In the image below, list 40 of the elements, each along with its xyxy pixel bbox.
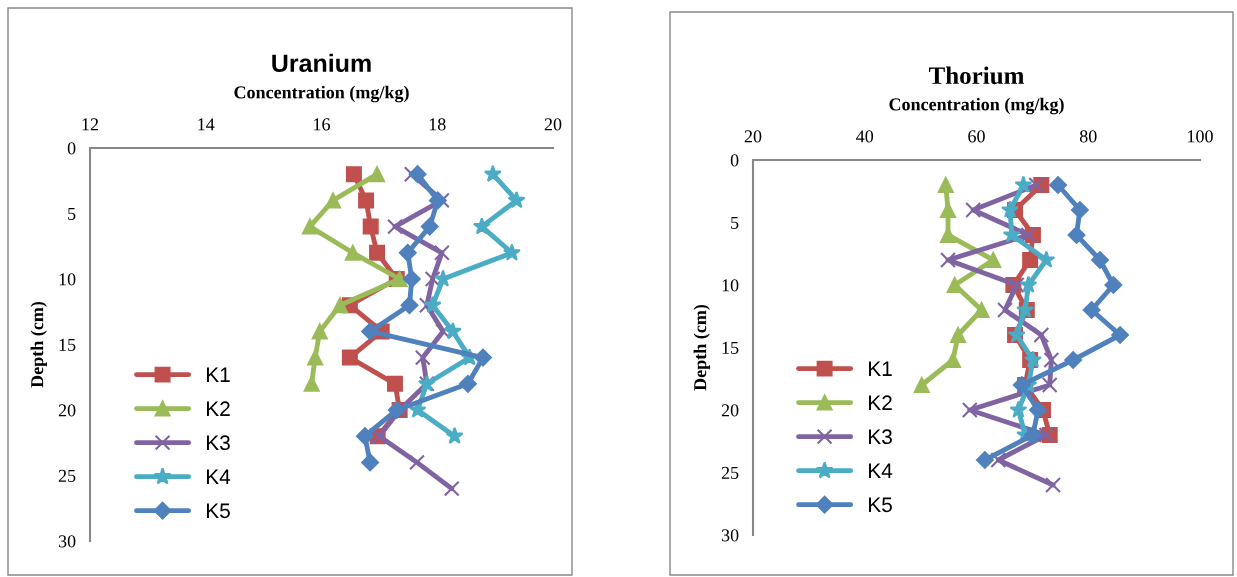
legend-label: K5 [206, 503, 230, 519]
legend-label: K1 [869, 361, 892, 376]
legend-label: K4 [206, 469, 231, 484]
x-tick-label: 12 [82, 118, 99, 131]
x-tick-label: 40 [856, 130, 874, 143]
x-tick-label: 60 [968, 130, 985, 143]
x-tick-label: 20 [744, 130, 762, 143]
y-tick-label: 20 [721, 404, 739, 417]
y-tick-label: 30 [58, 535, 76, 548]
x-axis-title: Concentration (mg/kg) [234, 85, 409, 103]
chart-title: Thorium [928, 66, 1024, 85]
x-tick-label: 80 [1079, 130, 1097, 143]
x-tick-label: 18 [429, 118, 446, 131]
x-tick-label: 16 [314, 118, 330, 131]
y-tick-label: 25 [721, 466, 739, 479]
legend-label: K2 [869, 395, 892, 410]
legend-label: K1 [206, 367, 230, 382]
legend-label: K3 [206, 435, 230, 451]
y-tick-label: 25 [58, 469, 76, 482]
legend-label: K3 [869, 429, 892, 445]
y-tick-label: 30 [721, 529, 739, 542]
y-tick-label: 5 [731, 216, 739, 229]
y-tick-label: 0 [730, 154, 739, 167]
x-tick-label: 100 [1188, 130, 1213, 143]
y-tick-label: 5 [68, 207, 76, 220]
legend-label: K4 [869, 463, 893, 478]
y-axis-title: Depth (cm) [30, 301, 47, 388]
x-axis-title: Concentration (mg/kg) [889, 97, 1064, 115]
y-tick-label: 10 [59, 273, 76, 286]
y-axis-title: Depth (cm) [693, 304, 710, 391]
y-tick-label: 15 [722, 341, 739, 354]
legend-label: K5 [869, 497, 892, 513]
y-tick-label: 20 [58, 404, 76, 417]
y-tick-label: 0 [67, 142, 76, 155]
legend-label: K2 [206, 401, 230, 416]
y-tick-label: 15 [59, 338, 76, 351]
x-tick-label: 14 [198, 118, 215, 131]
chart-title: Uranium [272, 53, 371, 73]
x-tick-label: 20 [544, 118, 562, 131]
y-tick-label: 10 [722, 279, 739, 292]
